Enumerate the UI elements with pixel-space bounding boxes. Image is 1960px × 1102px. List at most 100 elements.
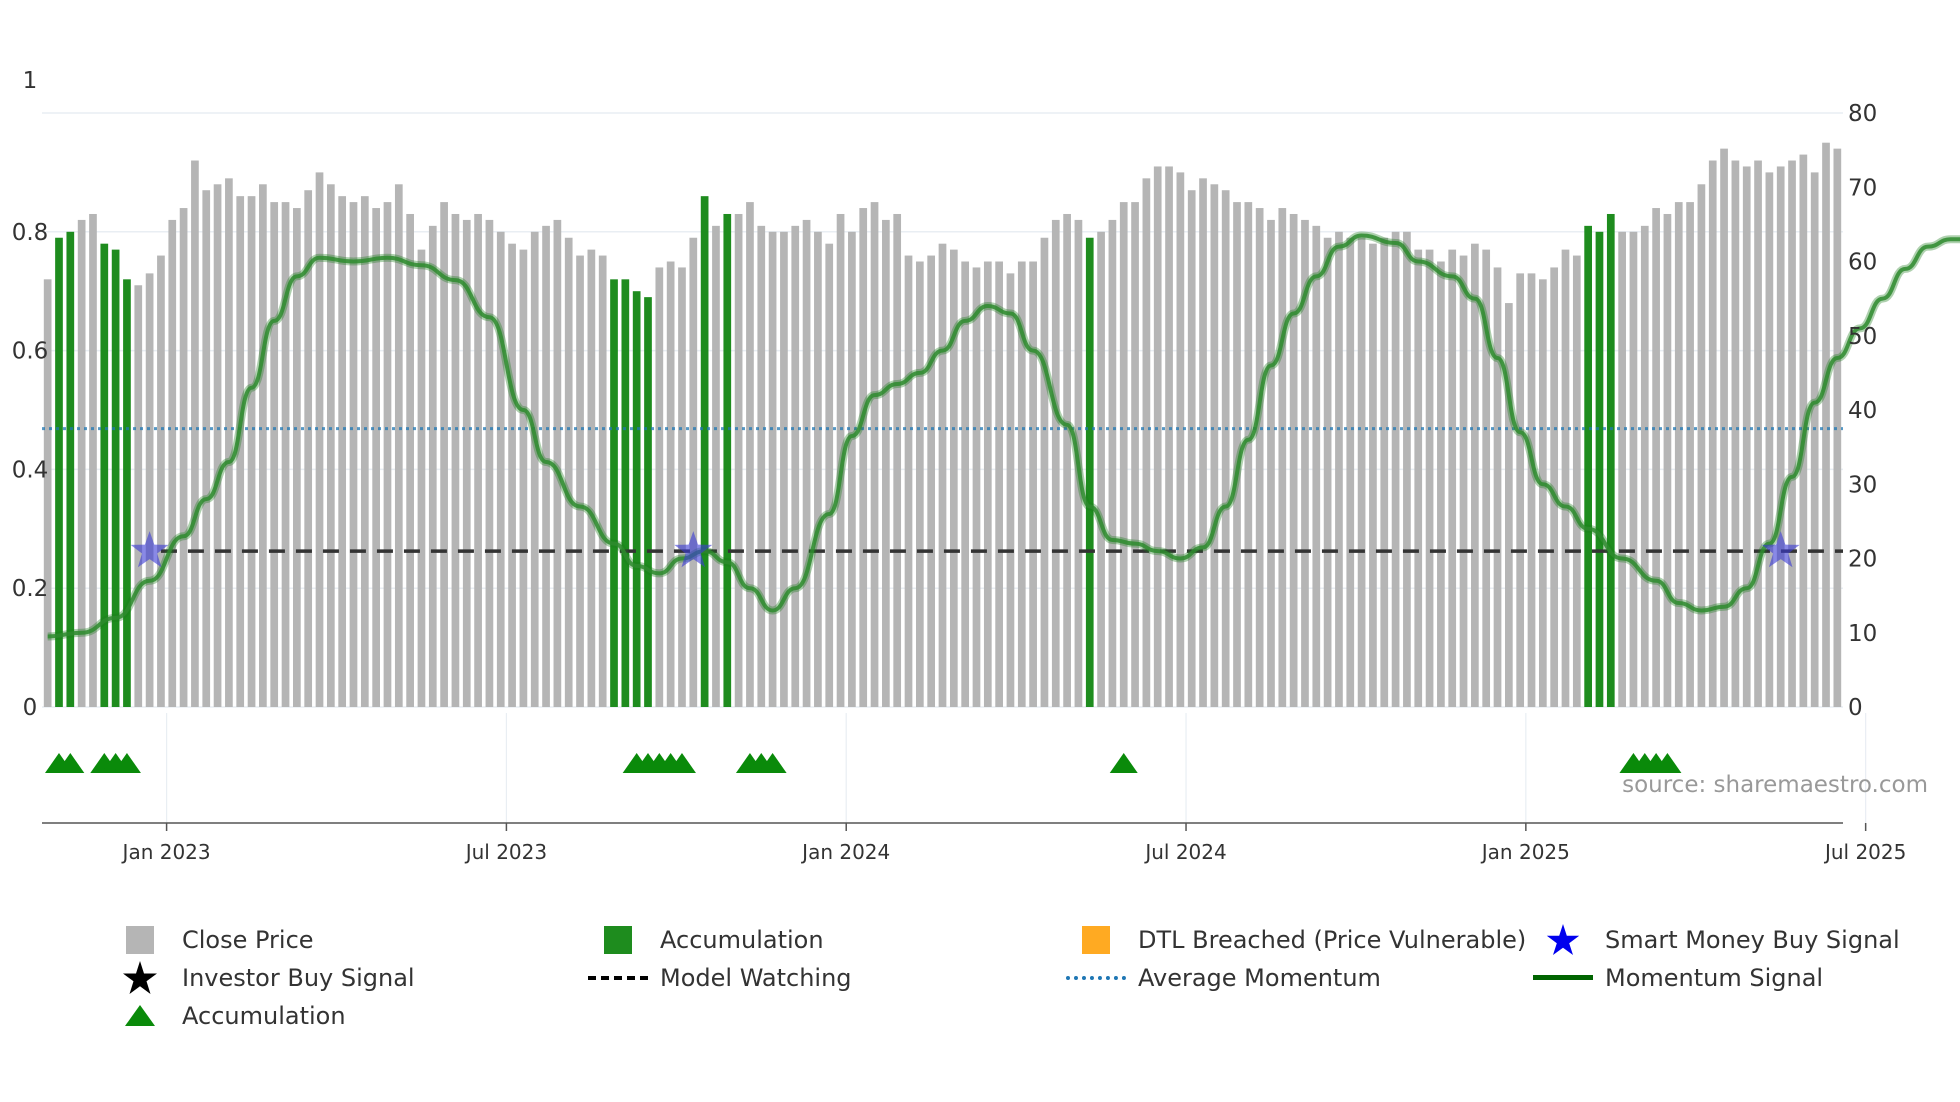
accumulation-bar — [610, 279, 618, 707]
close-price-bar — [451, 213, 460, 708]
close-price-bar — [689, 237, 698, 708]
close-price-bar — [938, 243, 947, 707]
close-price-bar — [882, 219, 890, 708]
close-price-bar — [1572, 255, 1581, 707]
close-price-bar — [1323, 237, 1332, 708]
close-price-bar — [825, 243, 834, 707]
close-price-bar — [349, 202, 358, 707]
source-label: source: sharemaestro.com — [1622, 772, 1928, 798]
close-price-bar — [1663, 213, 1672, 708]
x-axis-tick-label: Jul 2023 — [464, 840, 547, 864]
close-price-bar — [372, 208, 380, 708]
close-price-bar — [1697, 184, 1706, 707]
close-price-bar — [43, 279, 52, 707]
close-price-bar — [1335, 231, 1343, 708]
close-price-bar — [1131, 202, 1139, 707]
close-price-bar — [576, 255, 584, 707]
close-price-bar — [1471, 243, 1479, 707]
right-axis-tick-label: 70 — [1848, 175, 1877, 201]
left-axis-tick-label: 1 — [23, 68, 38, 94]
close-price-bar — [1742, 166, 1751, 707]
close-price-bars — [43, 142, 1842, 708]
accumulation-triangle-marker — [758, 753, 787, 773]
close-price-bar — [1176, 172, 1185, 707]
left-axis-tick-label: 0.4 — [12, 457, 49, 483]
accumulation-triangle-marker — [112, 753, 141, 773]
close-price-bar — [553, 219, 562, 708]
close-price-bar — [1289, 213, 1298, 708]
accumulation-bar — [1085, 237, 1094, 708]
close-price-bar — [383, 202, 392, 707]
close-price-bar — [1040, 237, 1049, 708]
close-price-bar — [1267, 219, 1275, 708]
close-price-bar — [1493, 267, 1502, 707]
close-price-bar — [1482, 249, 1491, 707]
close-price-bar — [417, 249, 426, 707]
close-price-bar — [1459, 255, 1468, 707]
left-axis-tick-label: 0.8 — [12, 220, 49, 246]
close-price-bar — [1006, 273, 1015, 707]
close-price-bar — [1505, 303, 1513, 707]
close-price-bar — [1437, 261, 1445, 707]
accumulation-triangle-marker — [56, 753, 85, 773]
close-price-bar — [1108, 219, 1117, 708]
close-price-bar — [564, 237, 573, 708]
accumulation-bar — [632, 291, 641, 707]
close-price-bar — [1448, 249, 1457, 707]
accumulation-bar — [123, 279, 131, 707]
close-price-bar — [77, 219, 86, 708]
close-price-bar — [1255, 208, 1264, 708]
close-price-bar — [270, 202, 279, 707]
right-axis-tick-label: 80 — [1848, 101, 1877, 127]
accumulation-triangle-marker — [1653, 753, 1682, 773]
close-price-bar — [1097, 231, 1105, 708]
close-price-bar — [1187, 190, 1196, 708]
close-price-bar — [326, 184, 335, 707]
close-price-bar — [1822, 142, 1830, 707]
close-price-bar — [1788, 160, 1796, 707]
close-price-bar — [1210, 184, 1219, 707]
x-axis-tick-label: Jan 2023 — [121, 840, 211, 864]
close-price-bar — [836, 213, 845, 708]
close-price-bar — [1119, 202, 1128, 707]
close-price-bar — [768, 231, 777, 708]
accumulation-triangle-marker — [667, 753, 696, 773]
x-axis-tick-label: Jul 2024 — [1143, 840, 1226, 864]
accumulation-triangle-marker — [1109, 753, 1138, 773]
right-axis-tick-label: 20 — [1848, 547, 1877, 573]
close-price-bar — [1425, 249, 1434, 707]
accumulation-bar — [644, 297, 652, 707]
accumulation-bar — [1584, 225, 1592, 708]
x-axis-tick-label: Jul 2025 — [1823, 840, 1906, 864]
close-price-bar — [496, 231, 505, 708]
close-price-bar — [247, 196, 256, 707]
close-price-bar — [1029, 261, 1037, 707]
close-price-bar — [315, 172, 324, 707]
close-price-bar — [1731, 160, 1740, 707]
right-axis-tick-label: 0 — [1848, 695, 1863, 721]
close-price-bar — [157, 255, 165, 707]
close-price-bar — [1403, 231, 1411, 708]
close-price-bar — [1221, 190, 1230, 708]
close-price-bar — [1312, 225, 1321, 708]
close-price-bar — [1380, 237, 1389, 708]
accumulation-bar — [66, 231, 75, 708]
close-price-bar — [1357, 237, 1366, 708]
close-price-bar — [1165, 166, 1173, 707]
smart-money-star — [1761, 531, 1800, 568]
close-price-bar — [1233, 202, 1241, 707]
close-price-bar — [961, 261, 970, 707]
close-price-bar — [508, 243, 516, 707]
close-price-bar — [338, 196, 347, 707]
close-price-bar — [666, 261, 675, 707]
close-price-bar — [780, 231, 788, 708]
close-price-bar — [1199, 178, 1207, 708]
close-price-bar — [394, 184, 403, 707]
close-price-bar — [655, 267, 664, 707]
close-price-bar — [202, 190, 211, 708]
left-axis-tick-label: 0.6 — [12, 339, 49, 365]
close-price-bar — [949, 249, 958, 707]
close-price-bar — [1708, 160, 1717, 707]
close-price-bar — [134, 285, 143, 707]
